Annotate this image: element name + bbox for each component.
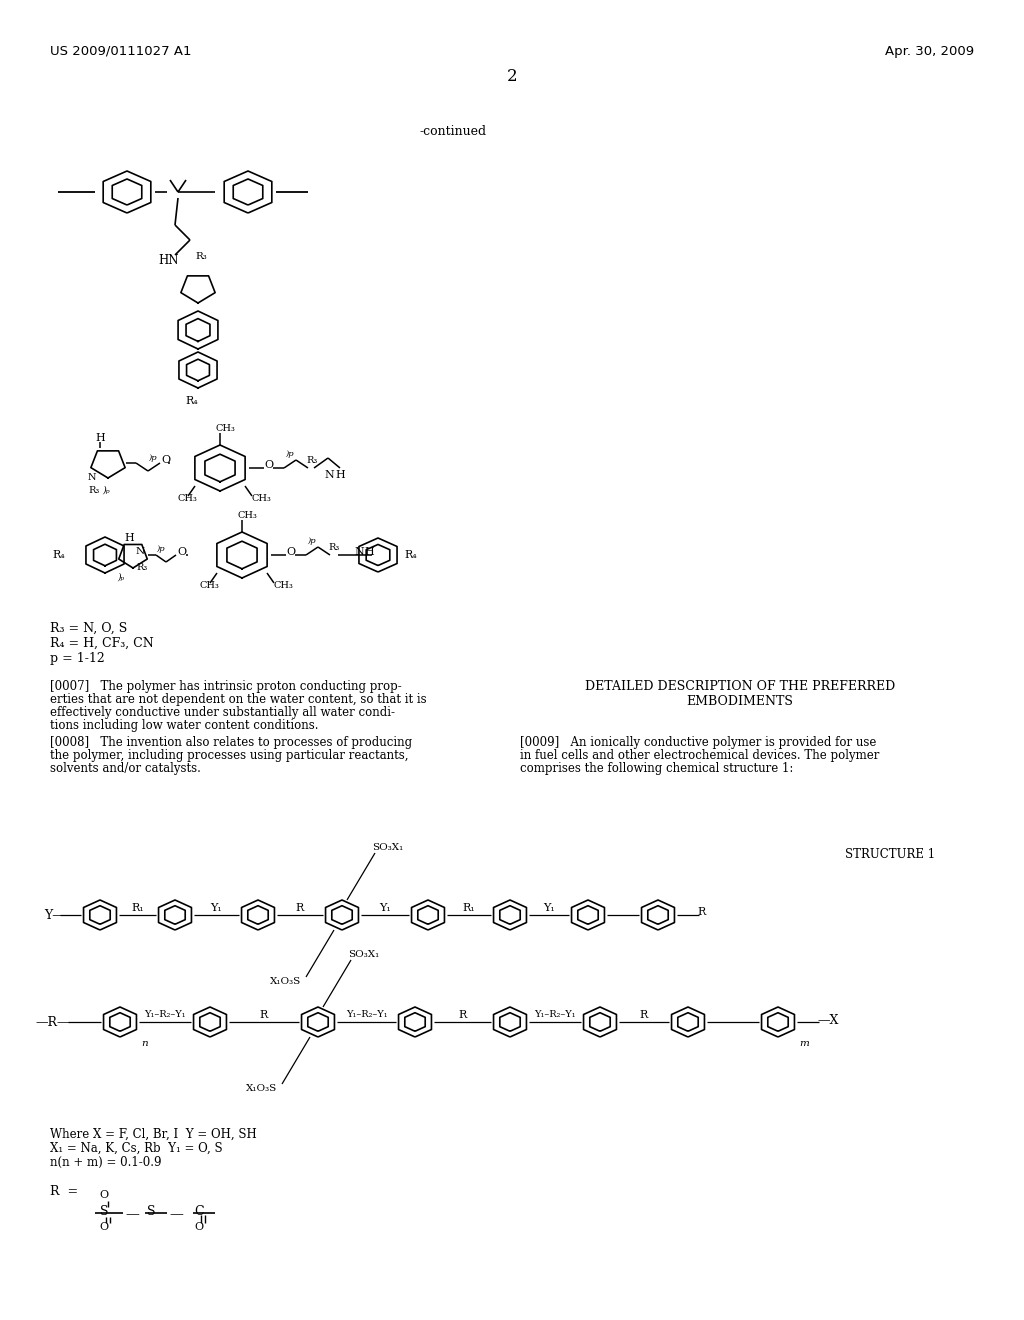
Text: )ₚ: )ₚ [102,486,110,495]
Text: H: H [335,470,345,480]
Text: R  =: R = [50,1185,78,1199]
Text: )ₚ: )ₚ [117,573,124,582]
Text: R₃: R₃ [306,455,317,465]
Text: n: n [141,1039,147,1048]
Text: n(n + m) = 0.1-0.9: n(n + m) = 0.1-0.9 [50,1156,162,1170]
Text: 2: 2 [507,69,517,84]
Text: solvents and/or catalysts.: solvents and/or catalysts. [50,762,201,775]
Text: -continued: -continued [420,125,487,139]
Text: R₄: R₄ [404,550,417,560]
Text: R₁: R₁ [463,903,475,913]
Text: [0008]   The invention also relates to processes of producing: [0008] The invention also relates to pro… [50,737,412,748]
Text: R: R [640,1010,648,1020]
Text: O: O [286,546,295,557]
Text: [0009]   An ionically conductive polymer is provided for use: [0009] An ionically conductive polymer i… [520,737,877,748]
Text: O: O [177,546,186,557]
Text: Y₁–R₂–Y₁: Y₁–R₂–Y₁ [535,1010,575,1019]
Text: R₃: R₃ [136,564,147,572]
Text: p = 1-12: p = 1-12 [50,652,104,665]
Text: C: C [195,1205,204,1218]
Text: EMBODIMENTS: EMBODIMENTS [686,696,794,708]
Text: N: N [136,546,145,556]
Text: the polymer, including processes using particular reactants,: the polymer, including processes using p… [50,748,409,762]
Text: in fuel cells and other electrochemical devices. The polymer: in fuel cells and other electrochemical … [520,748,880,762]
Text: R₄: R₄ [185,396,198,407]
Text: Apr. 30, 2009: Apr. 30, 2009 [885,45,974,58]
Text: O: O [161,455,170,465]
Text: )p: )p [156,545,165,553]
Text: HN: HN [158,253,178,267]
Text: effectively conductive under substantially all water condi-: effectively conductive under substantial… [50,706,395,719]
Text: Where X = F, Cl, Br, I  Y = OH, SH: Where X = F, Cl, Br, I Y = OH, SH [50,1129,257,1140]
Text: N: N [354,546,364,557]
Text: R₁: R₁ [131,903,143,913]
Text: STRUCTURE 1: STRUCTURE 1 [845,847,935,861]
Text: H: H [95,433,104,444]
Text: CH₃: CH₃ [274,581,294,590]
Text: R₃: R₃ [88,486,99,495]
Text: O: O [99,1222,109,1232]
Text: R₃: R₃ [328,543,339,552]
Text: S: S [146,1205,156,1218]
Text: US 2009/0111027 A1: US 2009/0111027 A1 [50,45,191,58]
Text: O: O [264,459,273,470]
Text: X₁O₃S: X₁O₃S [270,977,301,986]
Text: Y₁: Y₁ [379,903,391,913]
Text: R₃: R₃ [195,252,207,261]
Text: —X: —X [817,1014,839,1027]
Text: —R—: —R— [35,1016,70,1030]
Text: R: R [260,1010,268,1020]
Text: Y₁: Y₁ [211,903,222,913]
Text: —: — [169,1206,183,1221]
Text: R₃ = N, O, S: R₃ = N, O, S [50,622,127,635]
Text: CH₃: CH₃ [216,424,236,433]
Text: Y—: Y— [44,909,65,921]
Text: [0007]   The polymer has intrinsic proton conducting prop-: [0007] The polymer has intrinsic proton … [50,680,401,693]
Text: CH₃: CH₃ [238,511,258,520]
Text: m: m [799,1039,809,1048]
Text: X₁O₃S: X₁O₃S [246,1084,278,1093]
Text: tions including low water content conditions.: tions including low water content condit… [50,719,318,733]
Text: N: N [324,470,334,480]
Text: SO₃X₁: SO₃X₁ [372,843,403,851]
Text: erties that are not dependent on the water content, so that it is: erties that are not dependent on the wat… [50,693,427,706]
Text: Y₁–R₂–Y₁: Y₁–R₂–Y₁ [346,1010,387,1019]
Text: O: O [195,1222,204,1232]
Text: R: R [697,907,706,917]
Text: Y₁: Y₁ [543,903,555,913]
Text: H: H [124,533,134,543]
Text: R₄: R₄ [52,550,65,560]
Text: SO₃X₁: SO₃X₁ [348,950,379,960]
Text: comprises the following chemical structure 1:: comprises the following chemical structu… [520,762,794,775]
Text: R₄ = H, CF₃, CN: R₄ = H, CF₃, CN [50,638,154,649]
Text: O: O [99,1191,109,1200]
Text: R: R [296,903,304,913]
Text: DETAILED DESCRIPTION OF THE PREFERRED: DETAILED DESCRIPTION OF THE PREFERRED [585,680,895,693]
Text: )p: )p [285,450,294,458]
Text: N: N [88,473,96,482]
Text: CH₃: CH₃ [252,494,272,503]
Text: )p: )p [307,537,315,545]
Text: CH₃: CH₃ [200,581,220,590]
Text: H: H [364,546,374,557]
Text: R: R [459,1010,467,1020]
Text: X₁ = Na, K, Cs, Rb  Y₁ = O, S: X₁ = Na, K, Cs, Rb Y₁ = O, S [50,1142,222,1155]
Text: Y₁–R₂–Y₁: Y₁–R₂–Y₁ [144,1010,185,1019]
Text: )p: )p [148,454,157,462]
Text: —: — [125,1206,139,1221]
Text: CH₃: CH₃ [178,494,198,503]
Text: S: S [99,1205,109,1218]
